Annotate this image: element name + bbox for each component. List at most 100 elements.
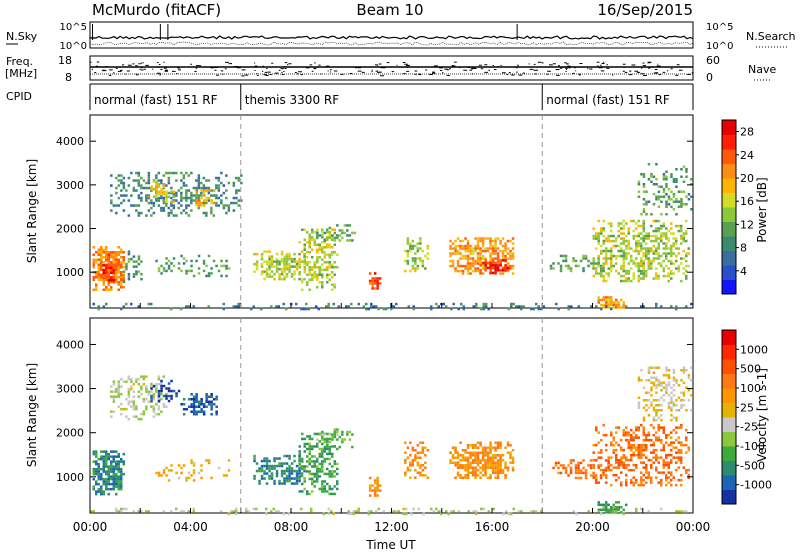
heatmap-cell [150,188,153,191]
heatmap-cell [100,475,103,478]
heatmap-cell [615,458,618,462]
heatmap-cell [642,443,645,447]
heatmap-cell [642,399,646,402]
heatmap-cell [672,441,675,444]
heatmap-cell [456,471,460,474]
heatmap-cell [240,181,243,185]
heatmap-cell [308,233,311,236]
heatmap-cell [484,259,487,262]
heatmap-cell [362,305,365,308]
heatmap-cell [343,231,347,235]
heatmap-cell [197,194,201,197]
heatmap-cell [127,272,131,276]
heatmap-cell [511,237,515,240]
heatmap-cell [489,242,492,245]
heatmap-cell [102,460,105,463]
heatmap-cell [225,204,228,207]
heatmap-cell [152,211,156,215]
heatmap-cell [368,494,372,497]
heatmap-cell [592,471,595,475]
heatmap-cell [620,461,623,464]
heatmap-cell [667,471,670,474]
heatmap-cell [494,237,497,240]
heatmap-cell [430,507,433,511]
heatmap-cell [260,257,264,261]
heatmap-cell [569,471,573,475]
heatmap-cell [117,462,120,466]
heatmap-cell [258,482,261,485]
heatmap-cell [481,249,485,253]
heatmap-cell [328,440,332,444]
heatmap-cell [170,269,173,273]
heatmap-cell [323,246,326,249]
heatmap-cell [456,237,460,240]
colorbar-swatch [722,149,736,164]
heatmap-cell [635,481,638,484]
heatmap-cell [491,244,495,248]
heatmap-cell [499,471,502,474]
heatmap-cell [177,201,181,205]
heatmap-cell [302,307,305,311]
heatmap-cell [486,456,490,459]
heatmap-cell [682,237,685,240]
heatmap-cell [255,262,259,266]
colorbar-frame [721,329,737,505]
heatmap-cell [285,454,289,458]
heatmap-cell [635,478,638,482]
heatmap-cell [316,467,319,471]
heatmap-cell [469,264,472,268]
heatmap-cell [645,247,648,250]
heatmap-cell [213,189,216,192]
heatmap-cell [406,242,410,245]
heatmap-cell [303,228,306,231]
heatmap-cell [210,201,213,205]
heatmap-cell [115,465,118,468]
heatmap-cell [600,244,603,248]
heatmap-cell [635,426,638,429]
heatmap-cell [308,278,311,281]
heatmap-cell [657,399,661,402]
heatmap-cell [165,201,168,205]
heatmap-cell [205,274,208,278]
heatmap-cell [680,379,683,382]
heatmap-cell [655,249,658,253]
heatmap-cell [316,480,319,483]
heatmap-cell [102,490,105,493]
heatmap-cell [494,461,497,464]
heatmap-cell [612,448,615,452]
heatmap-cell [323,450,326,453]
heatmap-cell [479,476,482,479]
heatmap-cell [157,185,161,188]
heatmap-cell [150,214,153,217]
heatmap-cell [680,473,683,477]
heatmap-cell [208,196,211,200]
heatmap-cell [414,267,417,270]
heatmap-cell [112,472,115,476]
heatmap-cell [660,396,663,399]
heatmap-cell [187,471,191,475]
heatmap-cell [185,184,188,187]
heatmap-cell [597,451,600,454]
heatmap-cell [127,199,131,202]
heatmap-cell [652,219,655,223]
heatmap-cell [496,441,500,444]
heatmap-cell [165,397,168,400]
heatmap-cell [627,431,630,434]
heatmap-cell [667,374,671,377]
heatmap-cell [182,209,186,212]
heatmap-cell [657,456,660,459]
heatmap-cell [125,302,128,306]
heatmap-cell [192,403,196,406]
heatmap-cell [617,229,620,233]
heatmap-cell [107,457,110,461]
heatmap-cell [499,261,502,265]
heatmap-cell [265,462,269,465]
heatmap-cell [263,477,266,480]
heatmap-cell [321,286,324,289]
heatmap-cell [222,191,226,195]
heatmap-cell [321,248,324,251]
heatmap-cell [298,277,301,281]
heatmap-cell [535,302,538,306]
heatmap-cell [316,228,319,231]
heatmap-cell [665,203,668,206]
